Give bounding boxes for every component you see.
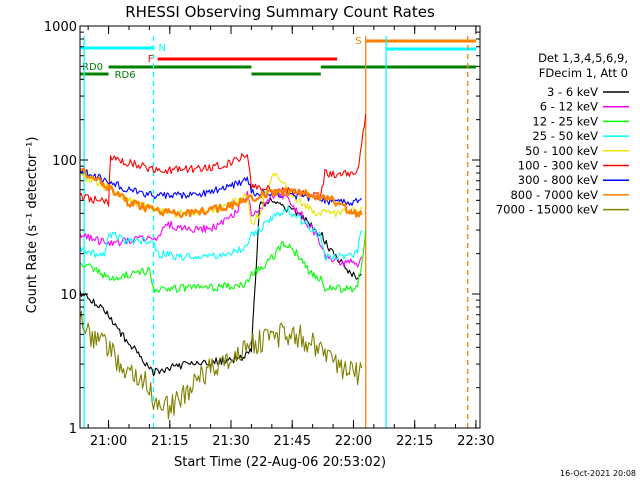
flag-label-s: S <box>355 36 361 47</box>
y-tick-label-1: 10 <box>60 288 77 303</box>
legend-label-1: 6 - 12 keV <box>540 100 598 114</box>
x-tick-label-2: 21:30 <box>212 434 249 449</box>
x-axis-label: Start Time (22-Aug-06 20:53:02) <box>174 455 386 470</box>
x-tick-label-4: 22:00 <box>335 434 372 449</box>
x-tick-label-6: 22:30 <box>457 434 494 449</box>
legend-label-4: 50 - 100 keV <box>525 144 598 158</box>
legend-label-6: 300 - 800 keV <box>518 173 598 187</box>
flag-label-rd6: RD6 <box>115 70 136 81</box>
legend-header-2: FDecim 1, Att 0 <box>539 66 628 80</box>
series-line-800-7000keV-kev <box>79 168 363 219</box>
legend-label-2: 12 - 25 keV <box>532 114 598 128</box>
flag-label-f: F <box>148 54 154 65</box>
x-tick-label-0: 21:00 <box>90 434 127 449</box>
legend-label-7: 800 - 7000 keV <box>510 188 598 202</box>
plot-frame <box>79 25 481 429</box>
series-line-3-6keV-kev <box>79 197 362 377</box>
series-line-7000-15000keV-kev <box>79 310 363 420</box>
x-tick-label-1: 21:15 <box>151 434 188 449</box>
series-line-100-300keV-kev <box>79 114 367 207</box>
y-tick-label-3: 1000 <box>44 20 77 35</box>
legend-label-0: 3 - 6 keV <box>547 85 598 99</box>
legend-label-3: 25 - 50 keV <box>532 129 598 143</box>
series-line-12-25keV-kev <box>79 230 367 293</box>
x-tick-label-3: 21:45 <box>274 434 311 449</box>
chart-title: RHESSI Observing Summary Count Rates <box>125 3 435 21</box>
series-line-25-50keV-kev <box>79 205 363 261</box>
flag-label-n: N <box>158 43 165 54</box>
y-tick-label-2: 100 <box>52 154 77 169</box>
y-axis-label: Count Rate (s⁻¹ detector⁻¹) <box>25 137 40 314</box>
flag-label-rd0: RD0 <box>82 62 103 73</box>
legend-label-5: 100 - 300 keV <box>518 159 598 173</box>
footer-date: 16-Oct-2021 20:08 <box>560 469 636 478</box>
legend-label-8: 7000 - 15000 keV <box>496 203 598 217</box>
legend-header-1: Det 1,3,4,5,6,9, <box>538 51 628 65</box>
y-tick-label-0: 1 <box>69 422 77 437</box>
x-tick-label-5: 22:15 <box>396 434 433 449</box>
